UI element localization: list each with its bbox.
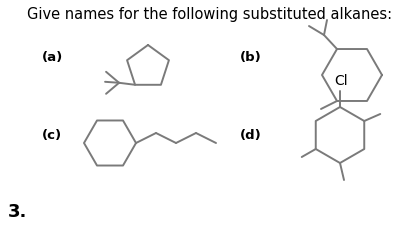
Text: (d): (d): [240, 129, 262, 141]
Text: (b): (b): [240, 51, 262, 63]
Text: (a): (a): [42, 51, 63, 63]
Text: Give names for the following substituted alkanes:: Give names for the following substituted…: [27, 7, 393, 22]
Text: Cl: Cl: [334, 74, 348, 88]
Text: (c): (c): [42, 129, 62, 141]
Text: 3.: 3.: [8, 203, 27, 221]
